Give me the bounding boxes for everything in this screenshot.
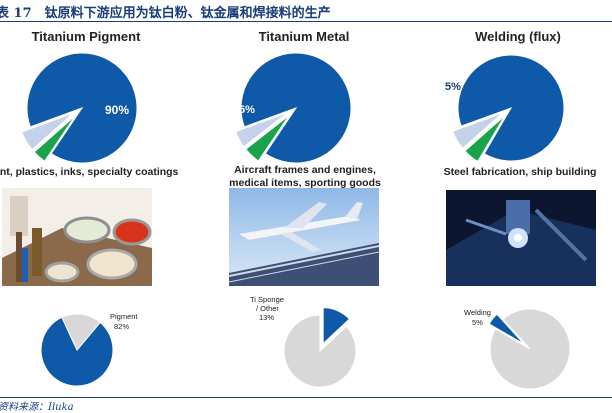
panel-title-metal: Titanium Metal — [258, 29, 350, 44]
pie-label-pigment-share: 90% — [105, 103, 129, 117]
caption-line: medical items, sporting goods — [229, 177, 381, 189]
pie-slice-pigment-share-0 — [40, 316, 114, 387]
paint-cans-illustration — [2, 188, 152, 286]
pie-label-sponge-line2: / Other — [256, 304, 279, 313]
pie-chart-welding-share: Welding 5% — [464, 308, 571, 390]
pie-chart-pigment: 90% — [21, 52, 138, 164]
welding-illustration — [446, 190, 596, 286]
airplane-illustration — [229, 188, 379, 286]
pie-label-sponge-line1: Ti Sponge — [250, 295, 284, 304]
pie-slice-pigment-share-1 — [61, 313, 101, 351]
pie-slice-welding-share-1 — [489, 308, 571, 390]
pie-chart-pigment-share: Pigment 82% — [40, 312, 138, 387]
panel-title-pigment: Titanium Pigment — [31, 29, 141, 44]
caption-metal: Aircraft frames and engines, medical ite… — [205, 164, 405, 190]
panel-title-welding: Welding (flux) — [475, 29, 561, 44]
pie-slice-pigment-0 — [26, 52, 138, 164]
header-rule — [0, 21, 612, 22]
caption-line: ent, plastics, inks, specialty coatings — [0, 166, 179, 178]
caption-line: Aircraft frames and engines, — [234, 164, 376, 176]
pie-label-welding-share: 5% — [445, 81, 461, 93]
figure-header: 表 17 钛原料下游应用为钛白粉、钛金属和焊接料的生产 — [0, 0, 612, 22]
pie-label-welding-name: Welding — [464, 308, 491, 317]
pie-slice-welding-share-0 — [488, 313, 525, 345]
pie-label-sponge-value: 13% — [259, 313, 274, 322]
pie-chart-welding: 5% — [445, 54, 565, 163]
figure-title: 表 17 钛原料下游应用为钛白粉、钛金属和焊接料的生产 — [0, 6, 331, 21]
pie-slice-metal-2 — [234, 112, 288, 148]
welding-photo — [446, 190, 596, 286]
pie-slice-metal-1 — [245, 114, 290, 162]
pie-chart-sponge-share: Ti Sponge / Other 13% — [250, 295, 357, 388]
footer-rule — [0, 397, 612, 398]
pie-slice-welding-2 — [451, 112, 503, 150]
pie-label-metal-share: 5% — [239, 104, 255, 116]
caption-pigment: ent, plastics, inks, specialty coatings — [0, 166, 184, 179]
paint-cans-photo — [2, 188, 152, 286]
pie-slice-sponge-share-0 — [322, 307, 351, 345]
pie-slice-metal-0 — [240, 52, 352, 164]
pie-slice-pigment-1 — [33, 115, 76, 162]
source-note: 资料来源：Iluka — [0, 402, 74, 413]
airplane-photo — [229, 188, 379, 286]
pie-slice-pigment-2 — [21, 112, 74, 151]
pie-slice-sponge-share-1 — [283, 314, 357, 388]
pie-slice-welding-1 — [464, 115, 506, 163]
caption-line: Steel fabrication, ship building — [443, 166, 597, 178]
pie-slice-welding-0 — [457, 54, 565, 162]
pie-label-welding-value: 5% — [472, 318, 483, 327]
pie-chart-metal: 5% — [234, 52, 352, 164]
pie-label-pigment-value: 82% — [114, 322, 129, 331]
pie-label-pigment-name: Pigment — [110, 312, 138, 321]
caption-welding: Steel fabrication, ship building — [428, 166, 612, 179]
